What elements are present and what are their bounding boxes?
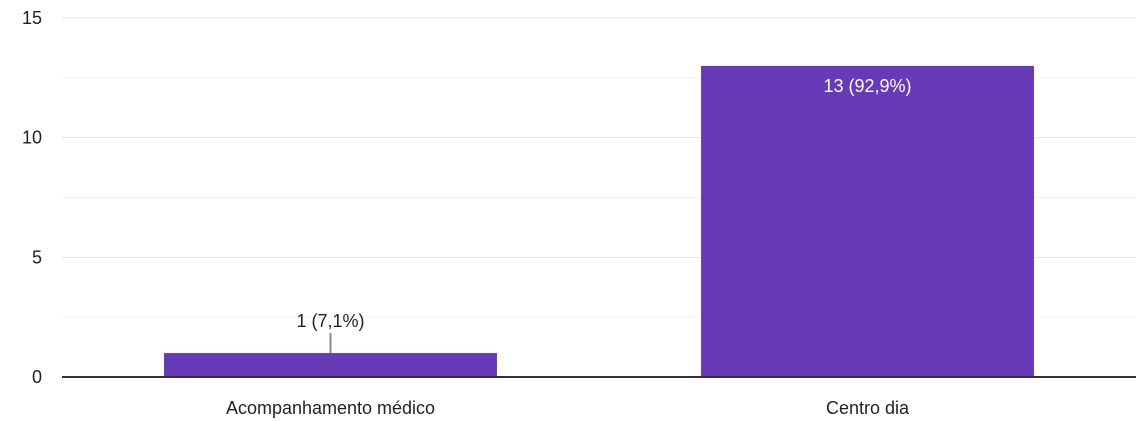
y-tick-label: 10 xyxy=(22,128,42,148)
y-tick-label: 5 xyxy=(32,247,42,267)
bars xyxy=(164,65,1034,377)
x-category-label: Centro dia xyxy=(826,398,910,418)
y-axis-ticks: 0 5 10 15 xyxy=(22,8,42,387)
x-category-label: Acompanhamento médico xyxy=(226,398,435,418)
x-axis-categories: Acompanhamento médico Centro dia xyxy=(226,398,910,418)
data-label: 13 (92,9%) xyxy=(823,76,911,96)
bar xyxy=(164,353,497,377)
y-tick-label: 15 xyxy=(22,8,42,28)
bar xyxy=(701,65,1034,377)
y-tick-label: 0 xyxy=(32,367,42,387)
data-labels: 1 (7,1%) 13 (92,9%) xyxy=(296,76,912,354)
data-label: 1 (7,1%) xyxy=(296,311,364,331)
